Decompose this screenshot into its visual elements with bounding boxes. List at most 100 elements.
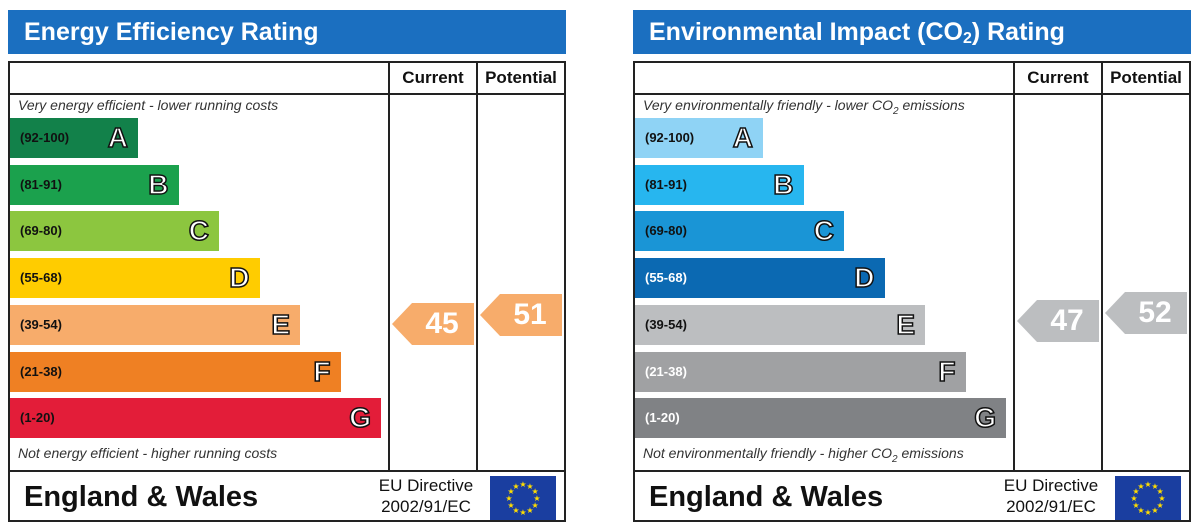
eu-star-icon: ★ <box>1151 482 1158 491</box>
rating-band-c: (69-80) C <box>635 211 844 252</box>
note-part: Very environmentally friendly - lower CO <box>643 97 894 113</box>
column-divider <box>476 63 478 472</box>
chart-title: Energy Efficiency Rating <box>8 10 566 54</box>
band-range-label: (1-20) <box>645 410 680 426</box>
rating-band-a: (92-100) A <box>10 118 138 158</box>
chart-frame: Current Potential Very energy efficient … <box>8 61 566 522</box>
rating-band-e: (39-54) E <box>10 304 300 345</box>
eu-star-icon: ★ <box>507 501 514 510</box>
band-letter: B <box>148 168 170 201</box>
band-letter: F <box>313 355 332 388</box>
potential-rating-value: 51 <box>513 297 547 331</box>
current-rating-arrow: 45 <box>392 303 474 346</box>
potential-rating-value: 52 <box>1138 296 1172 329</box>
band-range-label: (81-91) <box>20 176 62 192</box>
potential-rating-arrow: 52 <box>1105 292 1187 334</box>
column-divider <box>1013 63 1015 472</box>
eu-star-icon: ★ <box>512 482 519 491</box>
directive-line-1: EU Directive <box>378 476 474 495</box>
bottom-note: Not environmentally friendly - higher CO… <box>643 445 964 465</box>
band-range-label: (21-38) <box>645 363 687 379</box>
band-letter: A <box>107 121 129 154</box>
band-range-label: (69-80) <box>20 223 62 239</box>
header-divider <box>635 93 1189 95</box>
eu-star-icon: ★ <box>1130 494 1137 503</box>
band-range-label: (1-20) <box>20 410 55 426</box>
top-note: Very energy efficient - lower running co… <box>18 97 279 113</box>
rating-band-f: (21-38) F <box>635 351 966 392</box>
rating-band-a: (92-100) A <box>635 118 763 158</box>
band-range-label: (39-54) <box>645 316 687 332</box>
rating-band-c: (69-80) C <box>10 211 219 252</box>
rating-band-f: (21-38) F <box>10 351 341 392</box>
band-range-label: (55-68) <box>645 270 687 286</box>
band-range-label: (55-68) <box>20 270 62 286</box>
eu-star-icon: ★ <box>1144 508 1151 517</box>
directive-line-1: EU Directive <box>1003 476 1099 495</box>
eu-directive: EU Directive 2002/91/EC <box>370 475 482 517</box>
current-rating-value: 45 <box>425 307 459 341</box>
footer-divider <box>635 470 1189 472</box>
environmental-impact-chart: Environmental Impact (CO2) Rating Curren… <box>633 10 1191 522</box>
band-range-label: (92-100) <box>645 130 695 145</box>
eu-star-icon: ★ <box>1151 506 1158 515</box>
directive-line-2: 2002/91/EC <box>381 497 471 516</box>
note-part: emissions <box>897 445 964 461</box>
eu-star-icon: ★ <box>1157 487 1164 496</box>
current-column-header: Current <box>402 68 464 87</box>
rating-band-d: (55-68) D <box>635 258 885 299</box>
eu-star-icon: ★ <box>1157 501 1164 510</box>
rating-band-b: (81-91) B <box>635 164 804 205</box>
eu-star-icon: ★ <box>1144 480 1151 489</box>
eu-star-icon: ★ <box>1132 501 1139 510</box>
rating-band-g: (1-20) G <box>635 398 1006 439</box>
top-note: Very environmentally friendly - lower CO… <box>643 97 965 117</box>
rating-band-b: (81-91) B <box>10 164 179 205</box>
directive-line-2: 2002/91/EC <box>1006 497 1096 516</box>
eu-star-icon: ★ <box>526 506 533 515</box>
eu-star-icon: ★ <box>1137 482 1144 491</box>
eu-star-icon: ★ <box>507 487 514 496</box>
chart-frame: Current Potential Very environmentally f… <box>633 61 1191 522</box>
eu-star-icon: ★ <box>532 501 539 510</box>
title-part: ) Rating <box>971 18 1065 46</box>
note-part: Not environmentally friendly - higher CO <box>643 445 892 461</box>
eu-star-icon: ★ <box>533 494 540 503</box>
eu-star-icon: ★ <box>519 508 526 517</box>
band-range-label: (81-91) <box>645 176 687 192</box>
current-rating-value: 47 <box>1050 304 1084 337</box>
band-letter: G <box>348 401 371 434</box>
band-letter: B <box>773 168 795 201</box>
eu-flag-icon: ★ ★ ★ ★ ★ ★ ★ ★ ★ ★ ★ ★ <box>1115 476 1181 520</box>
chart-title: Environmental Impact (CO2) Rating <box>633 10 1191 54</box>
eu-star-icon: ★ <box>519 480 526 489</box>
column-divider <box>388 63 390 472</box>
band-letter: F <box>938 355 957 388</box>
potential-column-header: Potential <box>485 68 557 87</box>
bottom-note: Not energy efficient - higher running co… <box>18 445 278 461</box>
eu-star-icon: ★ <box>505 494 512 503</box>
band-letter: G <box>973 401 996 434</box>
note-subscript: 2 <box>892 453 898 465</box>
eu-star-icon: ★ <box>512 506 519 515</box>
band-letter: C <box>188 215 210 248</box>
band-letter: E <box>896 308 916 341</box>
title-part: Environmental Impact (CO <box>649 18 963 46</box>
band-range-label: (92-100) <box>20 130 70 145</box>
country-label: England & Wales <box>24 481 259 513</box>
eu-directive: EU Directive 2002/91/EC <box>995 475 1107 517</box>
band-letter: D <box>229 261 251 294</box>
eu-flag-icon: ★ ★ ★ ★ ★ ★ ★ ★ ★ ★ ★ ★ <box>490 476 556 520</box>
band-letter: D <box>854 261 876 294</box>
rating-band-g: (1-20) G <box>10 398 381 439</box>
eu-star-icon: ★ <box>1158 494 1165 503</box>
column-divider <box>1101 63 1103 472</box>
band-letter: C <box>813 215 835 248</box>
potential-column-header: Potential <box>1110 68 1182 87</box>
rating-band-e: (39-54) E <box>635 304 925 345</box>
potential-rating-arrow: 51 <box>480 293 562 336</box>
eu-star-icon: ★ <box>1132 487 1139 496</box>
note-part: emissions <box>898 97 965 113</box>
header-divider <box>10 93 564 95</box>
eu-star-icon: ★ <box>1137 506 1144 515</box>
